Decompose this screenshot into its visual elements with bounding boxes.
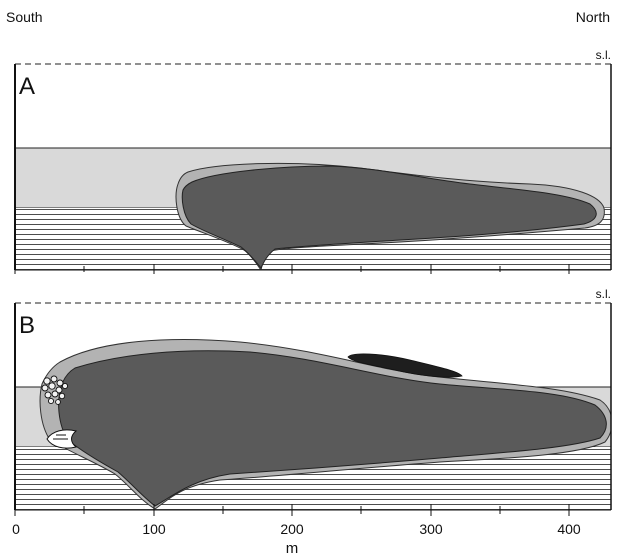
north-label: North: [576, 9, 610, 25]
ticks-a: [14, 264, 570, 274]
pebble-cluster-b: [41, 375, 69, 405]
x-tick-label-400: 400: [557, 521, 581, 537]
panel-a: s.l. A: [14, 48, 612, 274]
body-core-a: [181, 165, 597, 269]
x-tick-label-300: 300: [419, 521, 443, 537]
x-axis-unit: m: [286, 540, 299, 557]
shell-symbol-b: [46, 429, 78, 449]
dark-lens-b: [347, 353, 463, 378]
panel-b: s.l.: [14, 287, 612, 516]
panel-label-b: B: [19, 312, 35, 339]
south-label: South: [6, 9, 43, 25]
panel-label-a: A: [19, 73, 35, 100]
x-tick-label-100: 100: [142, 521, 166, 537]
sea-level-label-b: s.l.: [596, 287, 611, 301]
x-tick-label-200: 200: [280, 521, 304, 537]
x-tick-label-0: 0: [12, 521, 20, 537]
ticks-b: [14, 504, 570, 516]
sea-level-label-a: s.l.: [596, 48, 611, 62]
body-core-b: [58, 350, 607, 507]
